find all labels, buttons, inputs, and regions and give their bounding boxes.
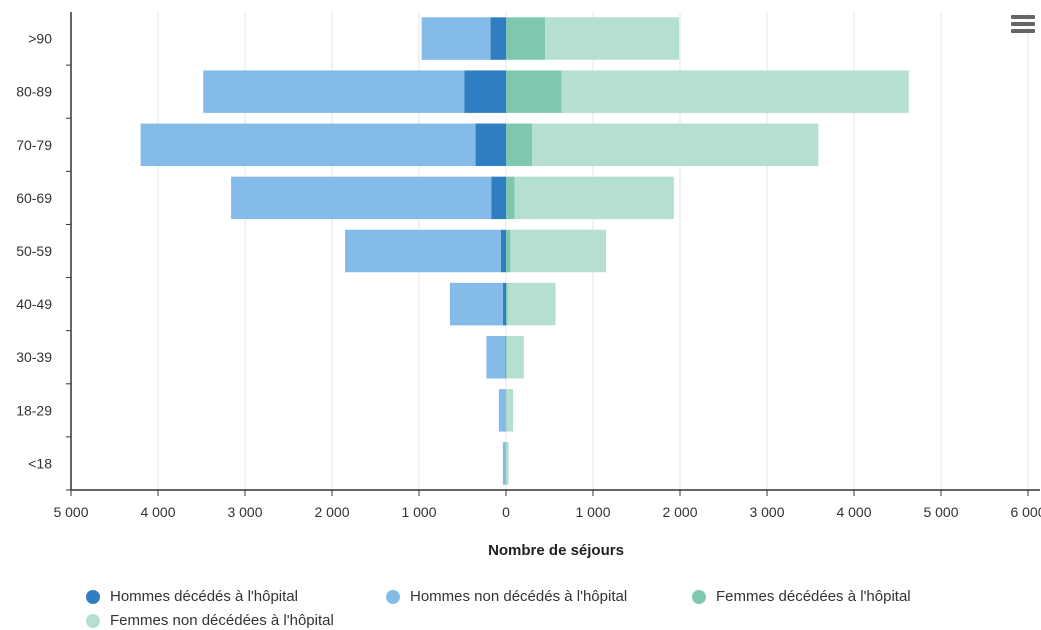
bar-segment [502, 442, 506, 485]
bar-segment [464, 70, 506, 113]
bar-segment [507, 282, 556, 326]
x-tick-label: 2 000 [662, 504, 697, 520]
legend-item[interactable]: Femmes non décédées à l'hôpital [86, 612, 334, 629]
legend-marker [692, 589, 706, 604]
bar-segment [421, 17, 491, 60]
bar-segment [514, 176, 674, 220]
bar-segment [345, 229, 501, 273]
legend-marker [386, 589, 400, 604]
bar-segment [502, 282, 506, 326]
y-tick-label: 50-59 [16, 243, 52, 259]
bar-segment [490, 17, 506, 60]
bar-segment [532, 123, 819, 167]
chart-menu-button[interactable] [1008, 12, 1038, 40]
x-tick-label: 4 000 [140, 504, 175, 520]
legend-item[interactable]: Hommes décédés à l'hôpital [86, 588, 298, 605]
bar-segment [140, 123, 476, 167]
bar-segment [506, 229, 511, 273]
bar-segment [449, 282, 503, 326]
bar-segment [545, 17, 680, 60]
x-tick-label: 6 000 [1010, 504, 1041, 520]
y-tick-label: 60-69 [16, 190, 52, 206]
x-tick-label: 3 000 [227, 504, 262, 520]
x-tick-label: 4 000 [836, 504, 871, 520]
y-tick-label: 80-89 [16, 84, 52, 100]
bar-segment [561, 70, 909, 113]
y-tick-label: 70-79 [16, 137, 52, 153]
x-tick-label: 2 000 [314, 504, 349, 520]
bar-segment [506, 282, 508, 326]
y-tick-label: 18-29 [16, 402, 52, 418]
legend-marker [86, 613, 100, 628]
legend-item[interactable]: Hommes non décédés à l'hôpital [386, 588, 627, 605]
x-tick-label: 0 [502, 504, 510, 520]
bar-segment [506, 176, 515, 220]
legend-label: Femmes non décédées à l'hôpital [110, 612, 334, 629]
bar-segment [500, 229, 506, 273]
bar-segment [506, 123, 533, 167]
legend-label: Hommes décédés à l'hôpital [110, 588, 298, 605]
bars [140, 17, 909, 485]
x-tick-label: 5 000 [923, 504, 958, 520]
x-axis-title: Nombre de séjours [488, 542, 624, 559]
bar-segment [510, 229, 607, 273]
x-tick-label: 5 000 [53, 504, 88, 520]
y-tick-label: 30-39 [16, 349, 52, 365]
x-tick-label: 1 000 [401, 504, 436, 520]
bar-segment [491, 176, 506, 220]
y-tick-label: <18 [28, 455, 52, 471]
bar-segment [506, 335, 507, 379]
axes: 5 000 4 000 3 000 2 000 1 000 0 1 000 2 000 3 00… [16, 12, 1041, 520]
y-tick-label: 40-49 [16, 296, 52, 312]
legend-label: Hommes non décédés à l'hôpital [410, 588, 628, 605]
bar-segment [506, 389, 514, 432]
bar-segment [498, 389, 506, 432]
bar-segment [506, 70, 562, 113]
x-tick-label: 1 000 [575, 504, 610, 520]
bar-segment [231, 176, 492, 220]
bar-segment [486, 335, 506, 379]
x-tick-label: 3 000 [749, 504, 784, 520]
legend-label: Femmes décédées à l'hôpital [716, 588, 911, 605]
bar-segment [505, 335, 507, 379]
y-tick-label: >90 [28, 31, 52, 47]
legend-marker [86, 589, 100, 604]
bar-segment [506, 335, 524, 379]
bar-segment [203, 70, 465, 113]
bar-segment [506, 442, 509, 485]
legend-item[interactable]: Femmes décédées à l'hôpital [692, 588, 911, 605]
bar-segment [475, 123, 506, 167]
bar-segment [506, 17, 546, 60]
